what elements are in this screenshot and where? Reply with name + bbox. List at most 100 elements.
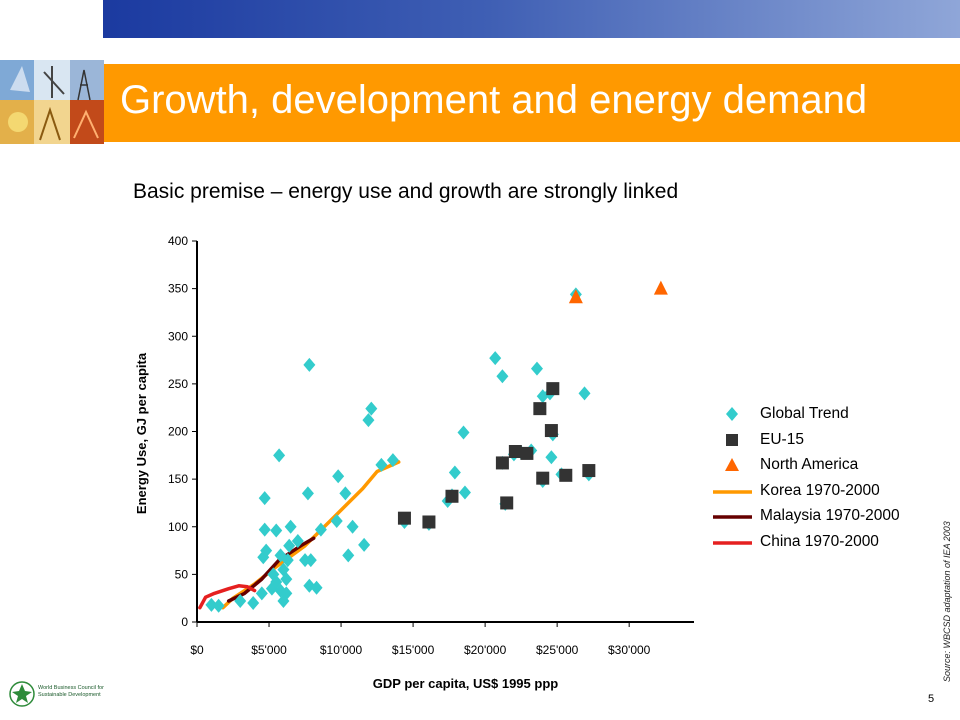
data-point-global-trend [304,553,317,568]
x-tick-label: $5'000 [251,643,287,657]
data-point-eu-15 [536,471,550,485]
data-point-north-america [568,289,583,304]
data-point-global-trend [255,586,268,601]
data-point-global-trend [342,548,355,563]
data-point-global-trend [205,597,218,612]
data-point-global-trend [260,543,273,558]
legend-item-eu-15: EU-15 [712,430,952,456]
legend-line-icon [713,540,752,545]
data-point-eu-15 [559,468,573,482]
header-photo-collage [0,60,104,144]
data-point-global-trend [346,519,359,534]
data-point-global-trend [273,448,286,463]
top-banner [103,0,960,38]
data-point-global-trend [301,486,314,501]
data-point-global-trend [284,519,297,534]
data-point-global-trend [496,369,509,384]
legend-diamond-icon [726,407,738,421]
data-point-eu-15 [500,496,514,510]
data-point-global-trend [247,595,260,610]
data-point-eu-15 [422,515,436,529]
data-point-eu-15 [533,402,547,416]
data-point-eu-15 [445,489,459,503]
data-point-global-trend [291,534,304,549]
legend-label: EU-15 [760,430,804,448]
data-point-global-trend [258,491,271,506]
chart-lines [198,460,401,610]
data-point-global-trend [280,572,293,587]
data-point-global-trend [332,469,345,484]
legend-label: Global Trend [760,405,849,422]
slide-title: Growth, development and energy demand [120,78,868,122]
legend-label: North America [760,456,859,473]
data-point-global-trend [489,351,502,366]
data-point-global-trend [330,514,343,529]
series-line-malaysia-1970-2000 [226,536,316,603]
data-point-eu-15 [582,464,596,478]
series-line-korea-1970-2000 [221,460,401,610]
x-tick-label: $20'000 [464,643,507,657]
legend-line-icon [713,489,752,494]
x-tick-label: $0 [190,643,204,657]
data-point-global-trend [283,538,296,553]
wbcsd-logo: World Business Council for Sustainable D… [8,680,108,710]
legend-square-icon [726,433,738,446]
wbcsd-logo-icon [9,681,35,707]
series-line-china-1970-2000 [198,584,257,610]
data-point-global-trend [457,425,470,440]
data-point-global-trend [458,485,471,500]
x-tick-label: $25'000 [536,643,579,657]
data-point-global-trend [280,586,293,601]
photo-collage-image [0,60,104,144]
data-point-global-trend [530,361,543,376]
data-point-global-trend [386,453,399,468]
data-point-global-trend [303,357,316,372]
legend-item-global-trend: Global Trend [712,404,952,430]
data-point-global-trend [314,522,327,537]
data-point-global-trend [365,401,378,416]
data-point-global-trend [545,450,558,465]
chart-legend: Global Trend EU-15 North America Korea 1… [712,404,952,557]
legend-label: China 1970-2000 [760,532,879,550]
x-tick-label: $10'000 [320,643,363,657]
y-tick-label: 300 [168,329,188,343]
y-tick-label: 50 [175,567,189,581]
y-tick-label: 0 [181,615,188,629]
data-point-eu-15 [520,446,534,460]
chart-axes [192,240,694,627]
data-point-north-america [653,280,668,295]
data-point-global-trend [258,522,271,537]
data-point-global-trend [212,598,225,613]
data-point-global-trend [310,580,323,595]
data-point-global-trend [448,465,461,480]
title-bar: Growth, development and energy demand [104,64,960,142]
legend-item-malaysia: Malaysia 1970-2000 [712,506,952,532]
chart-points [205,280,668,613]
x-tick-label: $30'000 [608,643,651,657]
data-point-eu-15 [508,445,522,459]
legend-item-north-america: North America [712,455,952,481]
legend-label: Malaysia 1970-2000 [760,507,900,524]
data-point-global-trend [339,486,352,501]
data-point-global-trend [270,523,283,538]
y-tick-label: 400 [168,234,188,248]
source-note: Source: WBCSD adaptation of IEA 2003 [942,521,952,682]
y-axis-title: Energy Use, GJ per capita [134,352,149,514]
legend-item-china: China 1970-2000 [712,532,952,558]
x-tick-label: $15'000 [392,643,435,657]
page-number: 5 [928,693,935,705]
y-tick-label: 100 [168,520,188,534]
legend-label: Korea 1970-2000 [760,481,880,499]
y-tick-label: 200 [168,425,188,439]
data-point-eu-15 [544,424,558,438]
data-point-global-trend [578,386,591,401]
data-point-global-trend [234,594,247,609]
x-axis-title: GDP per capita, US$ 1995 ppp [373,676,558,691]
slide-subtitle: Basic premise – energy use and growth ar… [133,180,679,203]
data-point-eu-15 [495,456,509,470]
data-point-global-trend [362,413,375,428]
logo-text: World Business Council for Sustainable D… [38,685,104,698]
legend-triangle-icon [725,458,739,471]
y-tick-label: 350 [168,282,188,296]
